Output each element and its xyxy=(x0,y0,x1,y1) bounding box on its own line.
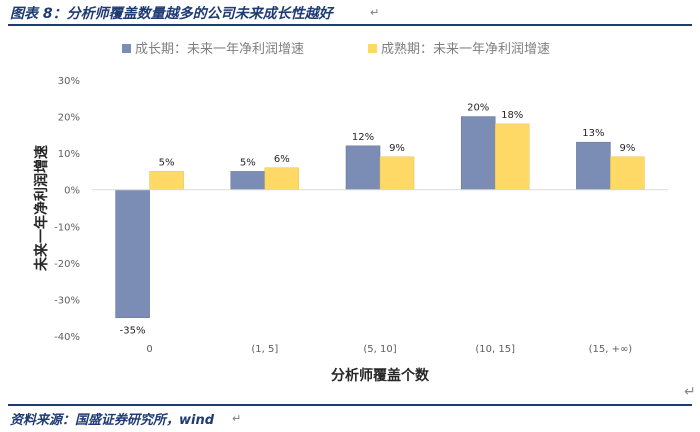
x-tick-label: (5, 10] xyxy=(363,344,396,355)
data-label: 9% xyxy=(619,143,635,154)
y-tick-label: 20% xyxy=(58,113,80,124)
chart: 成长期：未来一年净利润增速 成熟期：未来一年净利润增速 30% 20% 10% 0% -1… xyxy=(33,41,668,384)
x-tick-label: (10, 15] xyxy=(475,344,515,355)
paragraph-mark-icon: ↵ xyxy=(370,6,380,19)
legend-swatch xyxy=(122,44,131,53)
figure-title: 图表 8：分析师覆盖数量越多的公司未来成长性越好 xyxy=(10,6,333,22)
y-axis: 30% 20% 10% 0% -10% -20% -30% -40% xyxy=(54,76,80,343)
bar xyxy=(576,141,611,190)
x-tick-label: 0 xyxy=(146,344,152,355)
y-tick-label: 0% xyxy=(64,186,80,197)
y-tick-label: -10% xyxy=(54,222,80,233)
bar xyxy=(264,167,300,190)
x-axis: 0 (1, 5] (5, 10] (10, 15] (15, +∞) xyxy=(92,189,668,355)
x-tick-label: (15, +∞) xyxy=(589,344,633,355)
data-label: 5% xyxy=(159,157,175,168)
figure-header: 图表 8：分析师覆盖数量越多的公司未来成长性越好 ↵ xyxy=(8,2,692,26)
bar xyxy=(149,171,184,190)
y-tick-label: 10% xyxy=(58,149,80,160)
bar xyxy=(610,156,645,190)
bar xyxy=(460,116,496,190)
data-label: 20% xyxy=(467,103,489,114)
y-tick-label: -30% xyxy=(54,295,80,306)
bar xyxy=(345,145,381,190)
bars xyxy=(115,116,645,318)
data-label: 12% xyxy=(352,132,374,143)
legend: 成长期：未来一年净利润增速 成熟期：未来一年净利润增速 xyxy=(122,41,550,57)
legend-swatch xyxy=(368,44,377,53)
data-label: 18% xyxy=(501,110,523,121)
y-tick-label: 30% xyxy=(58,76,80,87)
return-arrow-icon: ↵ xyxy=(684,384,696,400)
bar xyxy=(230,171,266,190)
x-tick-label: (1, 5] xyxy=(251,344,278,355)
data-label: -35% xyxy=(120,326,146,337)
y-tick-label: -40% xyxy=(54,332,80,343)
data-label: 6% xyxy=(274,154,290,165)
bar xyxy=(494,123,530,190)
paragraph-mark-icon: ↵ xyxy=(232,412,242,425)
bar xyxy=(379,156,415,190)
data-labels: -35% 5% 12% 20% 13% 5% 6% 9% 18% 9% xyxy=(120,103,636,337)
x-axis-title: 分析师覆盖个数 xyxy=(331,367,430,384)
legend-entry: 成熟期：未来一年净利润增速 xyxy=(381,41,550,57)
source-note: 资料来源：国盛证券研究所，wind xyxy=(10,413,215,428)
y-axis-title: 未来一年净利润增速 xyxy=(33,145,50,271)
data-label: 13% xyxy=(582,128,604,139)
data-label: 9% xyxy=(389,143,405,154)
data-label: 5% xyxy=(240,157,256,168)
legend-entry: 成长期：未来一年净利润增速 xyxy=(135,42,304,57)
bar xyxy=(115,189,150,318)
y-tick-label: -20% xyxy=(54,259,80,270)
figure-footer: 资料来源：国盛证券研究所，wind ↵ xyxy=(8,404,692,428)
